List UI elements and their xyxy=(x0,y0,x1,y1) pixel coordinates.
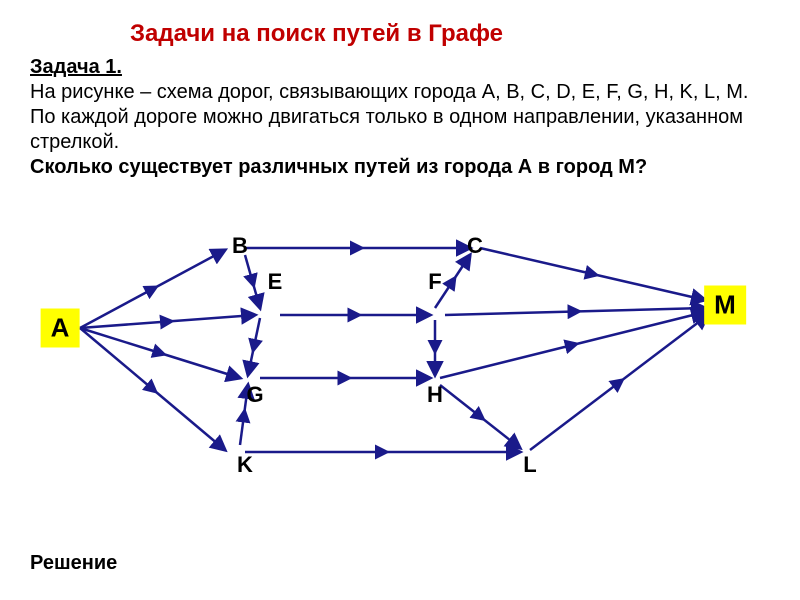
graph-svg xyxy=(30,220,770,520)
node-E: E xyxy=(268,269,283,295)
problem-label: Задача 1. xyxy=(30,56,122,78)
node-K: K xyxy=(237,452,253,478)
edge-C-M xyxy=(480,248,705,300)
node-L: L xyxy=(523,452,536,478)
solution-label: Решение xyxy=(30,552,117,575)
node-B: B xyxy=(232,233,248,259)
edge-L-M xyxy=(530,315,708,450)
node-C: C xyxy=(467,233,483,259)
node-G: G xyxy=(246,382,263,408)
question-text: Сколько существует различных путей из го… xyxy=(30,156,647,178)
problem-text: На рисунке – схема дорог, связывающих го… xyxy=(30,81,748,153)
edge-F-M xyxy=(445,308,705,315)
problem-block: Задача 1. На рисунке – схема дорог, связ… xyxy=(30,55,770,180)
page-title: Задачи на поиск путей в Графе xyxy=(130,20,770,49)
graph-diagram: А B C E F G H K L М xyxy=(30,220,770,520)
node-H: H xyxy=(427,382,443,408)
edge-H-L xyxy=(440,385,520,448)
edge-A-E xyxy=(80,315,255,328)
page-container: Задачи на поиск путей в Графе Задача 1. … xyxy=(0,0,800,600)
edge-A-B xyxy=(80,250,225,328)
node-A: А xyxy=(41,309,80,348)
edge-B-E xyxy=(245,255,260,308)
edge-A-G xyxy=(80,328,240,378)
node-F: F xyxy=(428,269,441,295)
edge-H-M xyxy=(440,312,705,378)
edge-E-G xyxy=(248,318,260,375)
node-M: М xyxy=(704,286,746,325)
edge-A-K xyxy=(80,328,225,450)
